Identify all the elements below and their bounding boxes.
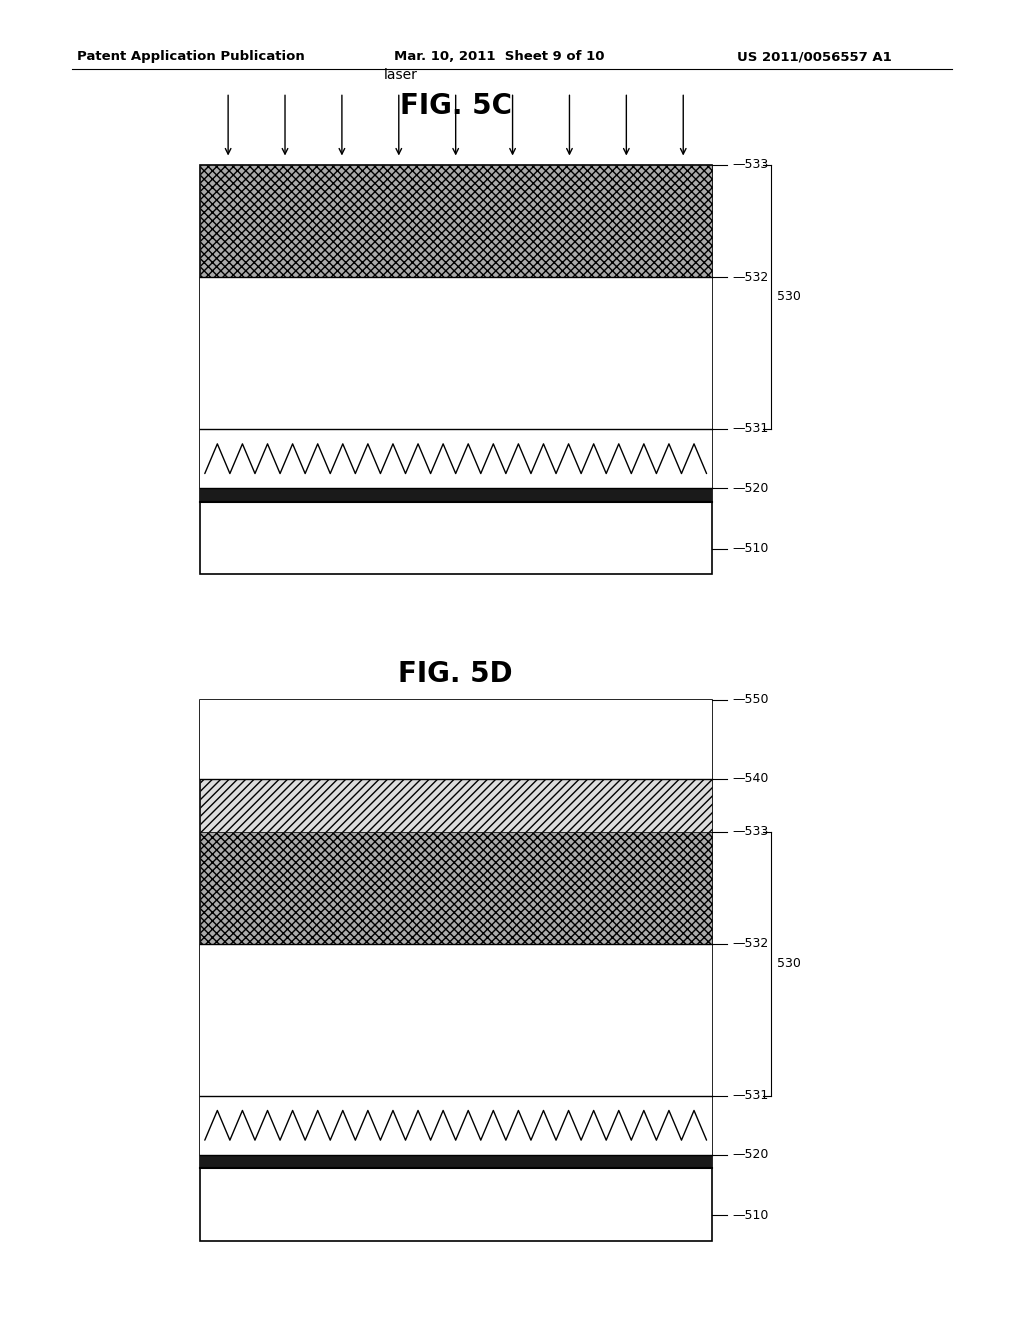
Bar [200,429,712,488]
Bar [200,779,712,832]
Text: —531: —531 [732,422,768,436]
Text: 530: 530 [777,957,801,970]
Text: —520: —520 [732,1148,769,1162]
Text: —510: —510 [732,1209,769,1222]
Bar [200,488,712,502]
Bar [200,165,712,277]
Text: —550: —550 [732,693,769,706]
Text: —520: —520 [732,482,769,495]
Bar [200,944,712,1096]
Text: FIG. 5D: FIG. 5D [398,660,513,688]
Bar [200,832,712,944]
Bar [200,165,712,574]
Text: 530: 530 [777,290,801,304]
Text: laser: laser [384,67,418,82]
Bar [200,1096,712,1155]
Text: —533: —533 [732,158,768,172]
Text: Patent Application Publication: Patent Application Publication [77,50,304,63]
Text: —531: —531 [732,1089,768,1102]
Text: Mar. 10, 2011  Sheet 9 of 10: Mar. 10, 2011 Sheet 9 of 10 [394,50,605,63]
Bar [200,277,712,429]
Text: —532: —532 [732,937,768,950]
Bar [200,1155,712,1168]
Text: —533: —533 [732,825,768,838]
Bar [200,700,712,1241]
Bar [200,700,712,779]
Text: US 2011/0056557 A1: US 2011/0056557 A1 [737,50,892,63]
Text: FIG. 5C: FIG. 5C [399,92,512,120]
Text: —532: —532 [732,271,768,284]
Text: —540: —540 [732,772,769,785]
Text: —510: —510 [732,543,769,556]
